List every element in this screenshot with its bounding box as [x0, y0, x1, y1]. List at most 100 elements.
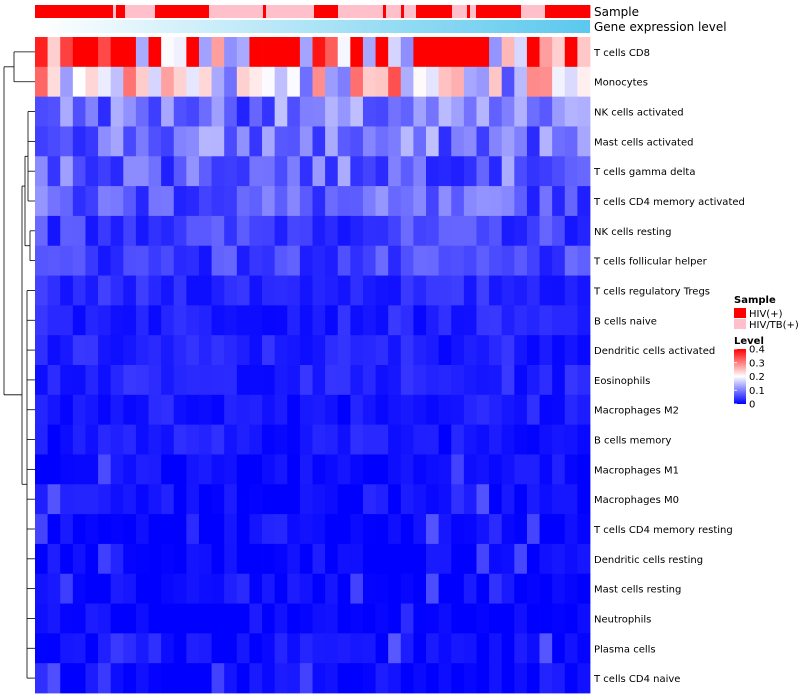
heatmap-cell	[262, 305, 276, 336]
heatmap-cell	[564, 126, 578, 157]
heatmap-cell	[236, 573, 250, 604]
heatmap-cell	[148, 37, 162, 68]
heatmap-cell	[72, 37, 86, 68]
heatmap-cell	[362, 186, 376, 217]
sample-annotation-cell	[122, 5, 126, 18]
sample-annotation-cell	[569, 5, 573, 18]
sample-annotation-cell	[218, 5, 222, 18]
heatmap-cell	[135, 335, 149, 366]
heatmap-cell	[489, 573, 503, 604]
heatmap-cell	[564, 96, 578, 127]
heatmap-cell	[539, 215, 553, 247]
heatmap-cell	[236, 96, 250, 127]
heatmap-cell	[60, 186, 74, 217]
heatmap-cell	[198, 335, 212, 366]
sample-annotation-cell	[368, 5, 372, 18]
heatmap-cell	[262, 275, 276, 306]
sample-annotation-cell	[551, 5, 555, 18]
sample-annotation-cell	[134, 5, 138, 18]
heatmap-cell	[198, 514, 212, 545]
heatmap-cell	[47, 186, 61, 217]
row-label: Macrophages M2	[594, 406, 679, 417]
heatmap-cell	[564, 66, 578, 98]
heatmap-cell	[350, 633, 364, 664]
heatmap-cell	[501, 66, 515, 98]
heatmap-cell	[350, 96, 364, 127]
heatmap-cell	[35, 305, 49, 336]
heatmap-cell	[224, 543, 238, 575]
heatmap-cell	[501, 365, 515, 396]
heatmap-cell	[388, 215, 402, 247]
sample-annotation-cell	[251, 5, 255, 18]
heatmap-cell	[47, 603, 61, 634]
sample-annotation-cell	[383, 5, 387, 18]
heatmap-cell	[325, 156, 339, 187]
heatmap-cell	[438, 365, 452, 396]
heatmap-cell	[262, 603, 276, 634]
heatmap-cell	[476, 245, 490, 276]
heatmap-cell	[438, 245, 452, 276]
heatmap-cell	[526, 305, 540, 336]
heatmap-cell	[337, 514, 351, 545]
sample-annotation-cell	[467, 5, 471, 18]
heatmap-cell	[224, 215, 238, 247]
heatmap-cell	[514, 66, 528, 98]
heatmap-cell	[148, 543, 162, 575]
heatmap-cell	[312, 514, 326, 545]
heatmap-cell	[173, 454, 187, 485]
heatmap-cell	[35, 663, 49, 694]
heatmap-cell	[98, 603, 112, 634]
heatmap-cell	[476, 96, 490, 127]
sample-annotation-cell	[143, 5, 147, 18]
row-dendrogram	[3, 51, 35, 679]
heatmap-cell	[463, 424, 477, 455]
heatmap-cell	[438, 454, 452, 485]
heatmap-cell	[249, 156, 263, 187]
heatmap-cell	[400, 543, 414, 575]
sample-annotation-cell	[362, 5, 366, 18]
heatmap-cell	[325, 126, 339, 157]
heatmap-cell	[564, 663, 578, 694]
heatmap-cell	[224, 245, 238, 276]
sample-annotation-cell	[191, 5, 195, 18]
heatmap-cell	[514, 573, 528, 604]
heatmap-cell	[577, 335, 591, 366]
heatmap-cell	[85, 514, 99, 545]
sample-annotation-cell	[278, 5, 282, 18]
heatmap-cell	[325, 603, 339, 634]
heatmap-cell	[110, 514, 124, 545]
heatmap-cell	[375, 96, 389, 127]
heatmap-cell	[287, 96, 301, 127]
heatmap-cell	[489, 454, 503, 485]
heatmap-cell	[211, 275, 225, 306]
heatmap-cell	[476, 663, 490, 694]
heatmap-cell	[173, 365, 187, 396]
heatmap-cell	[135, 96, 149, 127]
heatmap-cell	[413, 215, 427, 247]
heatmap-cell	[375, 484, 389, 515]
heatmap-cell	[274, 365, 288, 396]
heatmap-cell	[249, 37, 263, 68]
heatmap-cell	[60, 156, 74, 187]
heatmap-cell	[110, 186, 124, 217]
heatmap-cell	[426, 543, 440, 575]
heatmap-cell	[362, 633, 376, 664]
heatmap-cell	[362, 335, 376, 366]
heatmap-cell	[400, 66, 414, 98]
sample-annotation-cell	[299, 5, 303, 18]
heatmap-cell	[577, 305, 591, 336]
heatmap-cell	[375, 335, 389, 366]
heatmap-cell	[249, 126, 263, 157]
heatmap-cell	[489, 365, 503, 396]
heatmap-cell	[325, 96, 339, 127]
sample-annotation-cell	[374, 5, 378, 18]
heatmap-cell	[463, 394, 477, 426]
heatmap-cell	[577, 663, 591, 694]
heatmap-cell	[262, 245, 276, 276]
heatmap-cell	[110, 543, 124, 575]
heatmap-cell	[211, 603, 225, 634]
heatmap-cell	[350, 484, 364, 515]
heatmap-cell	[501, 215, 515, 247]
heatmap-cell	[514, 514, 528, 545]
heatmap-cell	[337, 66, 351, 98]
